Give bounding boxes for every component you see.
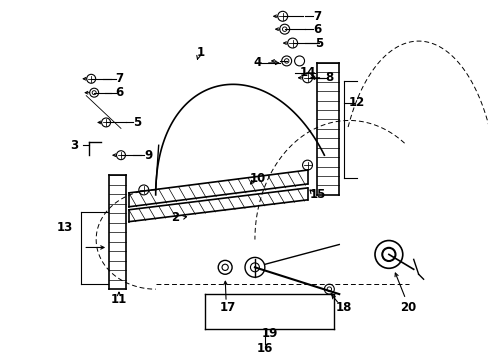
Text: 5: 5 [133, 116, 141, 129]
Text: 3: 3 [70, 139, 78, 152]
Text: 7: 7 [115, 72, 123, 85]
Text: 10: 10 [250, 171, 266, 185]
Text: 12: 12 [349, 96, 365, 109]
Text: 15: 15 [309, 188, 326, 201]
Text: 7: 7 [314, 10, 321, 23]
Text: 17: 17 [220, 301, 236, 314]
Text: 8: 8 [325, 71, 334, 84]
Text: 18: 18 [336, 301, 352, 314]
Text: 20: 20 [401, 301, 417, 314]
Text: 6: 6 [115, 86, 123, 99]
Text: 2: 2 [172, 211, 180, 224]
Text: 16: 16 [257, 342, 273, 355]
Text: 4: 4 [254, 57, 262, 69]
Text: 6: 6 [313, 23, 321, 36]
Text: 14: 14 [299, 66, 316, 79]
Text: 5: 5 [315, 37, 323, 50]
Text: 19: 19 [262, 327, 278, 340]
Text: 11: 11 [111, 293, 127, 306]
Text: 1: 1 [196, 46, 204, 59]
Text: 13: 13 [56, 221, 73, 234]
Text: 9: 9 [145, 149, 153, 162]
